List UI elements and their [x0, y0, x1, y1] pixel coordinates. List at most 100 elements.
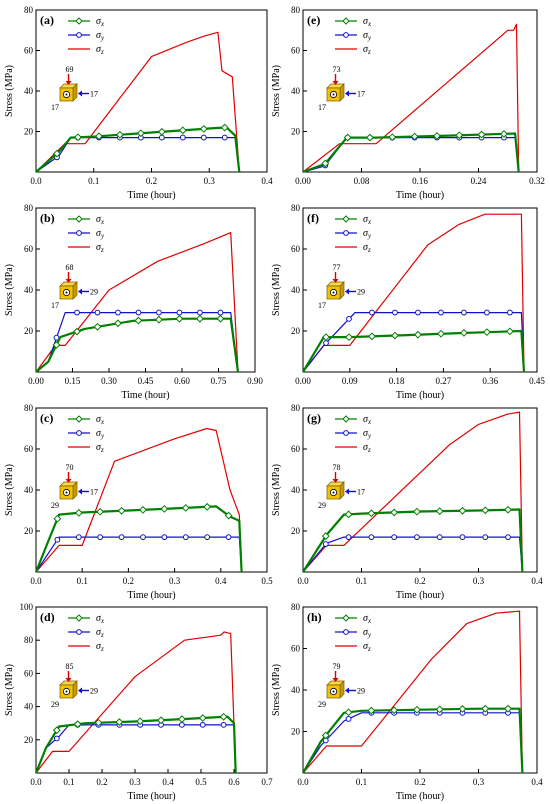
- cube-right-value: 29: [357, 687, 365, 696]
- vertical-load-arrowhead: [65, 678, 72, 682]
- x-tick-label: 0.2: [146, 176, 157, 186]
- point-sy: [97, 534, 104, 541]
- point-sx: [157, 716, 165, 725]
- point-sx: [160, 504, 169, 513]
- cube-dot: [65, 690, 68, 693]
- legend-symbol: σ: [96, 16, 102, 27]
- x-tick-label: 0.00: [28, 376, 44, 386]
- point-sx: [481, 704, 490, 713]
- x-tick-label: 0.3: [473, 777, 485, 787]
- legend-entry-sz: σz: [363, 44, 371, 56]
- point-sx: [368, 332, 376, 341]
- y-axis-label: Stress (MPa): [271, 264, 282, 316]
- panel-label: (b): [40, 211, 55, 225]
- x-tick-label: 0.15: [65, 376, 81, 386]
- point-sx: [414, 330, 422, 339]
- lateral-load-arrowhead: [345, 687, 349, 694]
- legend-subscript: y: [100, 34, 105, 42]
- point-sy: [200, 134, 207, 141]
- point-sx: [321, 159, 330, 168]
- legend-marker: [342, 614, 350, 622]
- legend-subscript: x: [100, 617, 105, 625]
- x-axis-label: Time (hour): [396, 590, 444, 601]
- x-tick-label: 0.90: [247, 376, 263, 386]
- point-sx: [410, 132, 419, 141]
- legend-marker: [342, 17, 350, 25]
- x-tick-label: 0.60: [174, 376, 190, 386]
- legend-entry-sx: σx: [363, 214, 372, 226]
- point-sy: [368, 534, 375, 541]
- loading-cube-icon: 73 17 17: [318, 65, 365, 112]
- point-sx: [136, 129, 145, 138]
- cube-right-value: 29: [90, 687, 98, 696]
- panel-h: 0.0 0.1 0.2 0.3 0.4 20 40 60 80 Time (hour) Stress…: [271, 602, 543, 802]
- vertical-load-arrowhead: [65, 81, 72, 85]
- point-sx: [391, 331, 399, 340]
- legend-entry-sz: σz: [96, 44, 104, 56]
- x-tick-label: 0.3: [169, 576, 181, 586]
- point-sy: [438, 309, 444, 316]
- point-sx: [73, 327, 81, 336]
- point-sy: [118, 534, 125, 541]
- y-axis-label: Stress (MPa): [4, 264, 15, 316]
- legend-symbol: σ: [363, 228, 369, 239]
- x-tick-label: 0.4: [261, 176, 273, 186]
- loading-cube-icon: 77 29 17: [318, 263, 365, 310]
- x-tick-label: 0.00: [295, 376, 311, 386]
- legend-entry-sx: σx: [363, 16, 372, 28]
- x-tick-label: 0.2: [414, 777, 425, 787]
- x-tick-label: 0.4: [531, 576, 543, 586]
- y-tick-label: 40: [291, 285, 301, 295]
- y-tick-label: 20: [291, 526, 301, 536]
- y-tick-label: 20: [24, 735, 34, 745]
- y-tick-label: 40: [291, 685, 301, 695]
- legend-symbol: σ: [363, 442, 369, 453]
- point-sx: [460, 328, 468, 337]
- point-sx: [504, 505, 512, 514]
- point-sy: [53, 735, 60, 742]
- legend-symbol: σ: [96, 641, 102, 652]
- series-line-sz: [302, 610, 523, 774]
- series-line-sz: [302, 23, 520, 173]
- series-line-sz: [35, 232, 239, 373]
- lateral-load-arrowhead: [78, 288, 82, 295]
- legend-marker: [75, 415, 83, 423]
- point-sx: [413, 705, 421, 714]
- point-sx: [435, 705, 444, 714]
- x-axis-label: Time (hour): [396, 190, 444, 201]
- series-line-sx: [302, 329, 526, 373]
- x-tick-label: 0.30: [101, 376, 117, 386]
- legend-entry-sy: σy: [96, 228, 105, 240]
- point-sy: [225, 534, 232, 541]
- y-tick-label: 20: [24, 127, 34, 137]
- cube-top-value: 73: [333, 65, 341, 74]
- y-tick-label: 20: [291, 326, 301, 336]
- legend-marker: [75, 614, 83, 622]
- x-tick-label: 0.45: [529, 376, 545, 386]
- point-sx: [155, 315, 163, 324]
- point-sy: [204, 534, 211, 541]
- point-sy: [482, 534, 489, 541]
- legend-marker: [342, 415, 350, 423]
- series-line-sy: [302, 536, 523, 573]
- legend-symbol: σ: [363, 627, 369, 638]
- point-sy: [199, 721, 206, 728]
- x-tick-label: 0.09: [342, 376, 358, 386]
- legend-subscript: x: [367, 418, 372, 426]
- x-axis-label: Time (hour): [121, 390, 169, 401]
- legend-symbol: σ: [363, 414, 369, 425]
- legend-marker: [76, 430, 82, 436]
- vertical-load-arrowhead: [332, 479, 339, 483]
- cube-left-value: 29: [318, 501, 326, 510]
- legend-symbol: σ: [363, 30, 369, 41]
- x-tick-label: 0.18: [389, 376, 405, 386]
- legend-entry-sz: σz: [363, 442, 371, 454]
- legend-symbol: σ: [363, 214, 369, 225]
- lateral-load-arrowhead: [78, 488, 82, 495]
- y-axis-label: Stress (MPa): [4, 65, 15, 117]
- lateral-load-arrowhead: [345, 488, 349, 495]
- cube-left-value: 29: [51, 501, 59, 510]
